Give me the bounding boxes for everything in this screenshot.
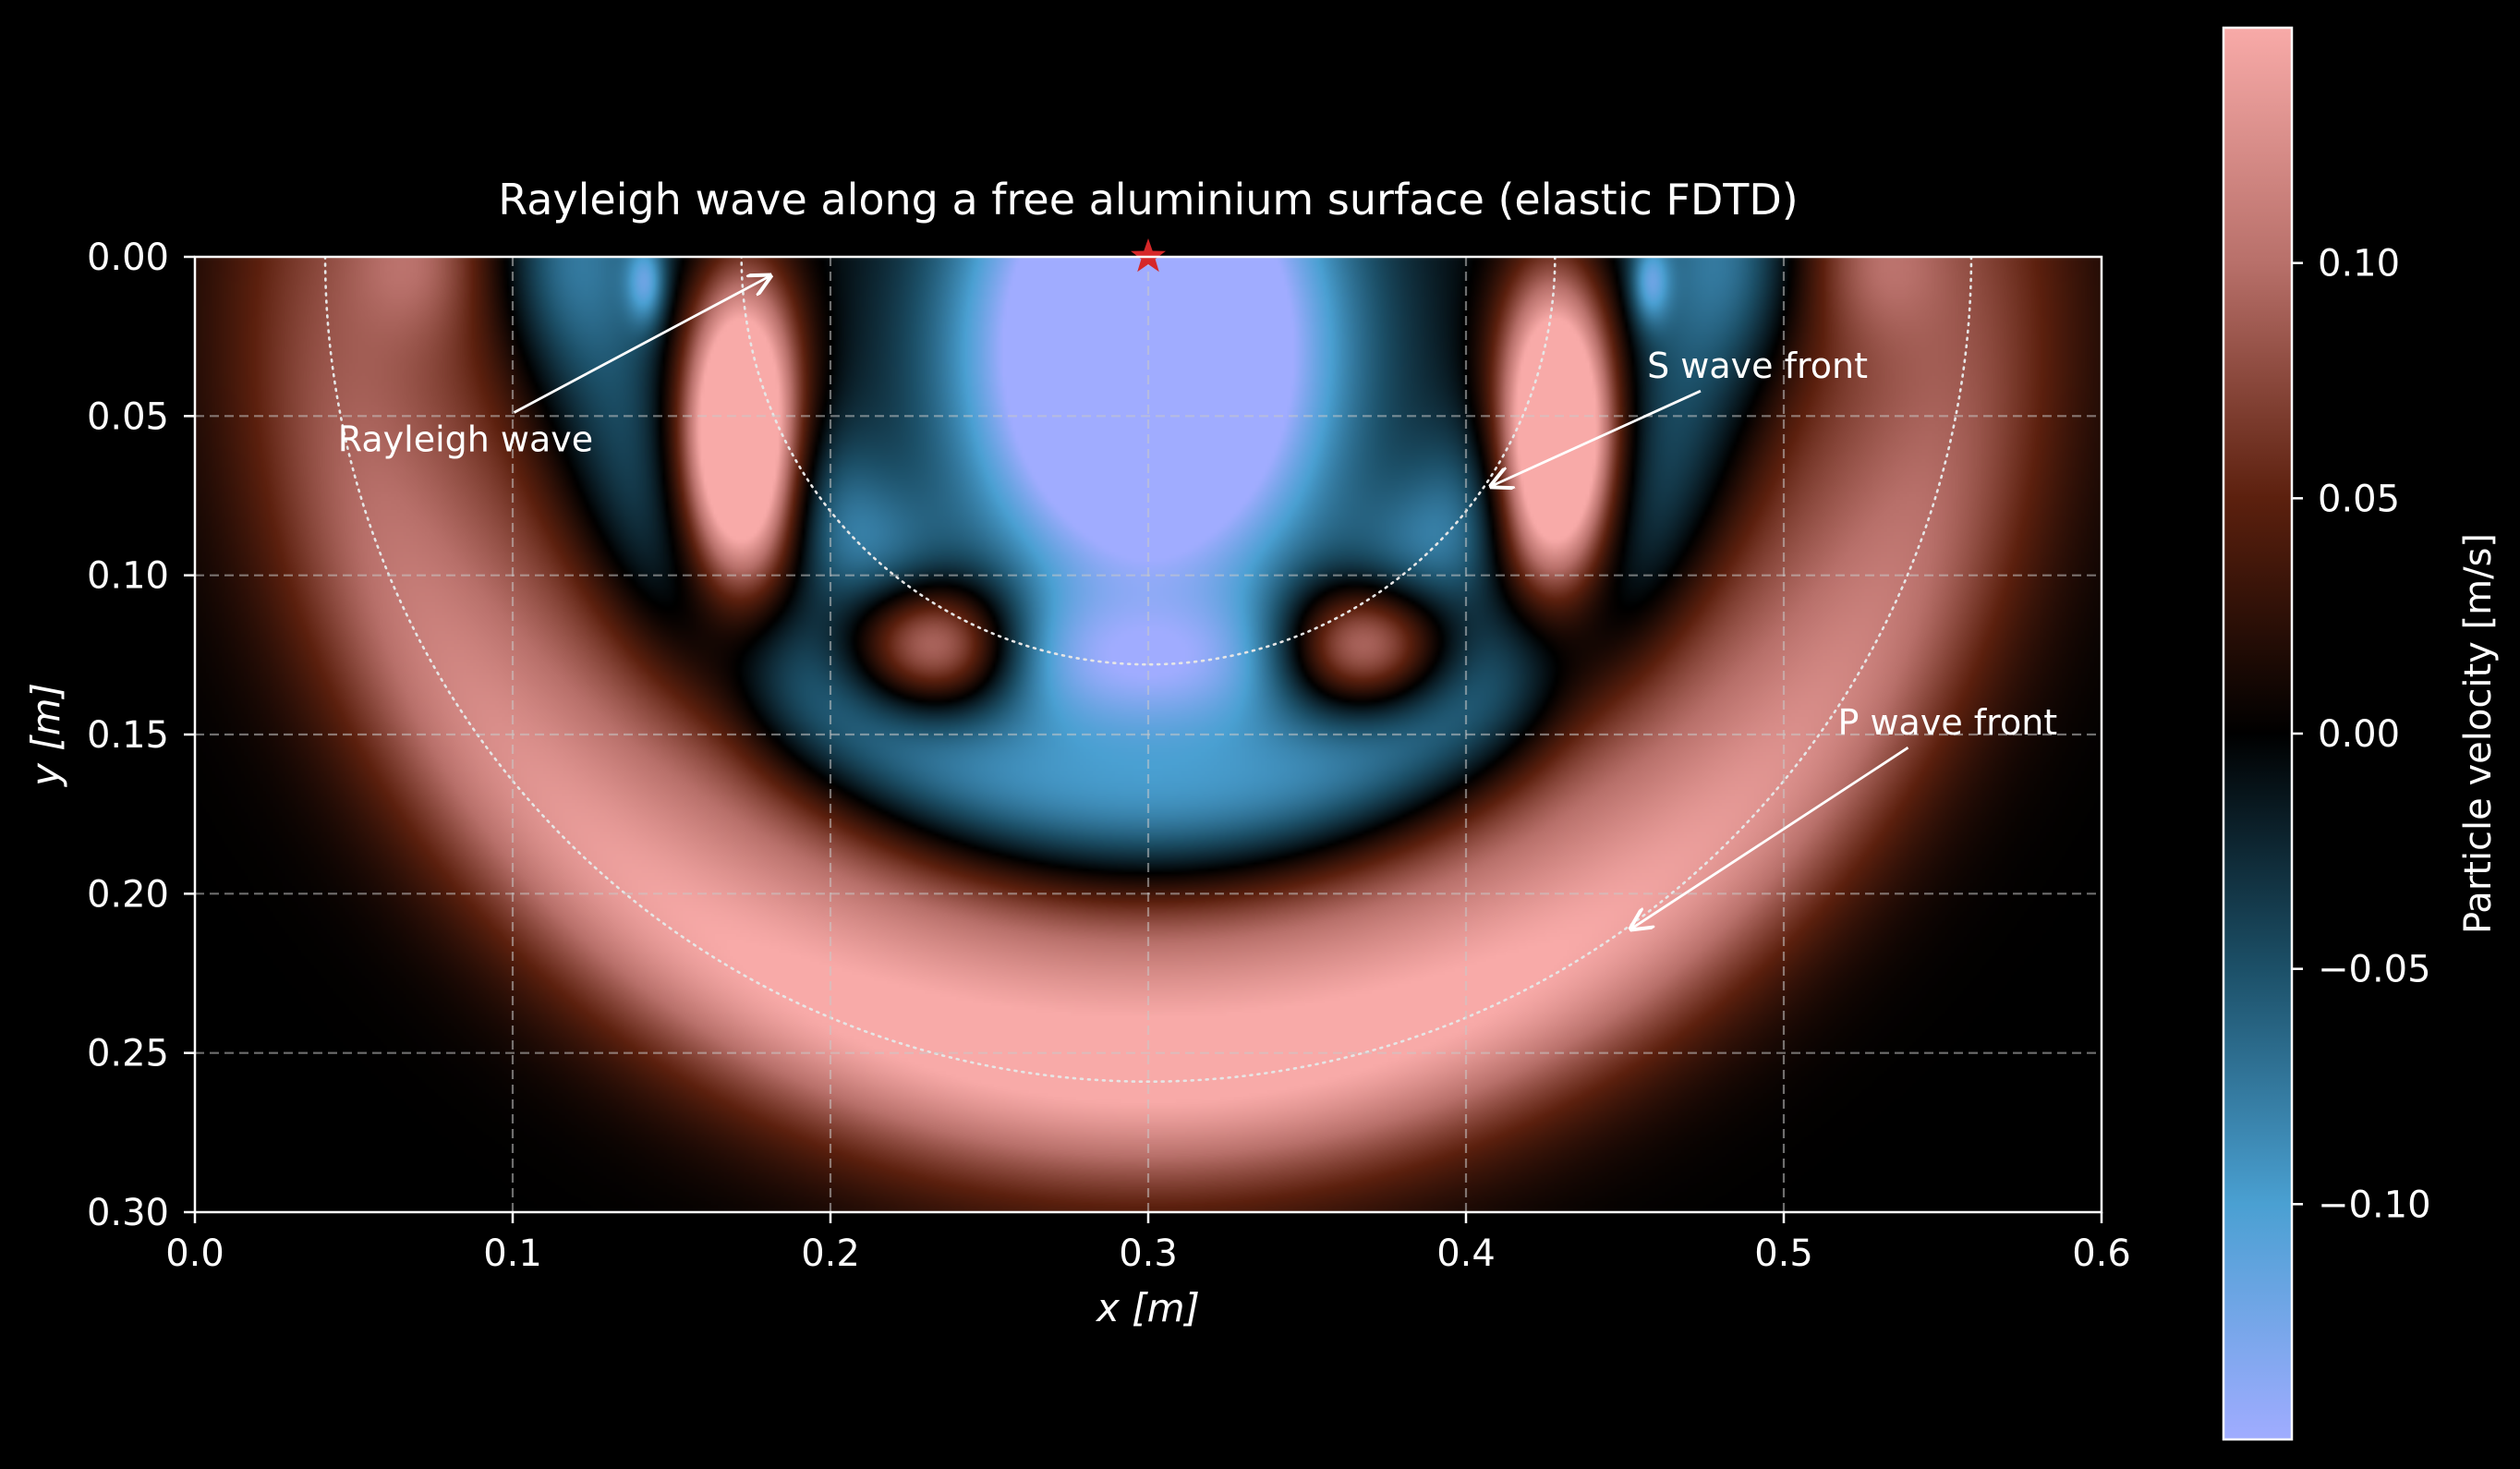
y-tick-label: 0.10 (87, 555, 169, 598)
x-tick-label: 0.5 (1754, 1232, 1813, 1275)
colorbar-tick-label: 0.10 (2318, 243, 2400, 285)
wavefront-circle (324, 257, 1972, 1083)
annotation-arrow (1492, 389, 1702, 486)
y-axis: 0.00 0.05 0.10 0.15 0.20 0.25 0.30 (87, 237, 195, 1234)
wavefront-circles (324, 257, 1972, 1083)
x-tick-label: 0.6 (2072, 1232, 2131, 1275)
plot-area (193, 238, 2103, 1214)
colorbar-gradient (2222, 26, 2294, 1441)
x-tick-label: 0.3 (1119, 1232, 1178, 1275)
colorbar-tick-label: −0.05 (2318, 949, 2431, 991)
y-tick-label: 0.20 (87, 873, 169, 916)
annotation-arrow (513, 276, 769, 414)
annotation-label: S wave front (1647, 346, 1868, 386)
annotation-label: P wave front (1837, 702, 2057, 743)
colorbar-tick-label: 0.05 (2318, 478, 2400, 520)
y-tick-label: 0.15 (87, 714, 169, 757)
chart-title: Rayleigh wave along a free aluminium sur… (498, 175, 1799, 225)
colorbar-ticks: 0.10 0.05 0.00 −0.05 −0.10 (2292, 243, 2431, 1226)
colorbar-tick-label: −0.10 (2318, 1184, 2431, 1226)
y-tick-label: 0.00 (87, 237, 169, 279)
source-marker (1131, 238, 1166, 273)
annotations: Rayleigh wave S wave front P wave front (338, 276, 2057, 929)
grid-lines (195, 257, 2102, 1212)
y-tick-label: 0.05 (87, 395, 169, 438)
source-star (1131, 238, 1166, 273)
colorbar-tick-label: 0.00 (2318, 713, 2400, 756)
x-tick-label: 0.1 (483, 1232, 542, 1275)
annotation-arrow (1631, 747, 1909, 929)
x-axis: 0.0 0.1 0.2 0.3 0.4 0.5 0.6 (165, 1212, 2131, 1275)
x-tick-label: 0.0 (165, 1232, 224, 1275)
colorbar: 0.10 0.05 0.00 −0.05 −0.10 Particle velocity… (2222, 26, 2500, 1441)
colorbar-label: Particle velocity [m/s] (2457, 533, 2500, 934)
annotation-label: Rayleigh wave (338, 419, 593, 459)
x-tick-label: 0.4 (1436, 1232, 1496, 1275)
x-axis-label: x [m] (1095, 1285, 1200, 1330)
x-tick-label: 0.2 (801, 1232, 860, 1275)
y-tick-label: 0.25 (87, 1033, 169, 1075)
y-tick-label: 0.30 (87, 1192, 169, 1234)
y-axis-label: y [m] (23, 683, 68, 788)
